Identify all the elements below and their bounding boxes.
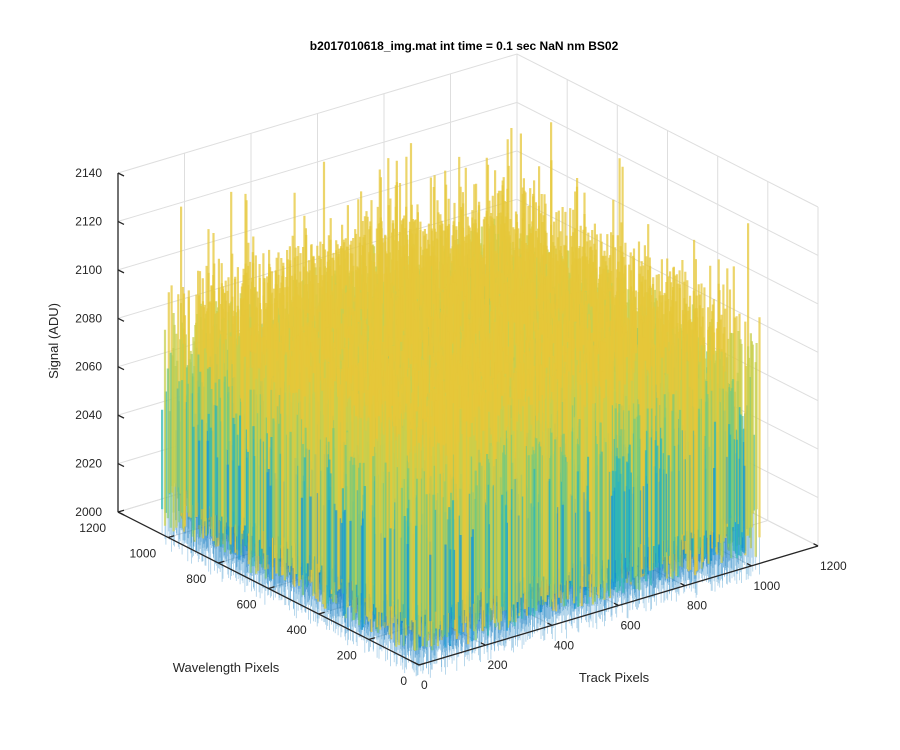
surface-mesh [162,122,759,678]
chart-title: b2017010618_img.mat int time = 0.1 sec N… [310,39,619,53]
grid-line [118,54,818,207]
